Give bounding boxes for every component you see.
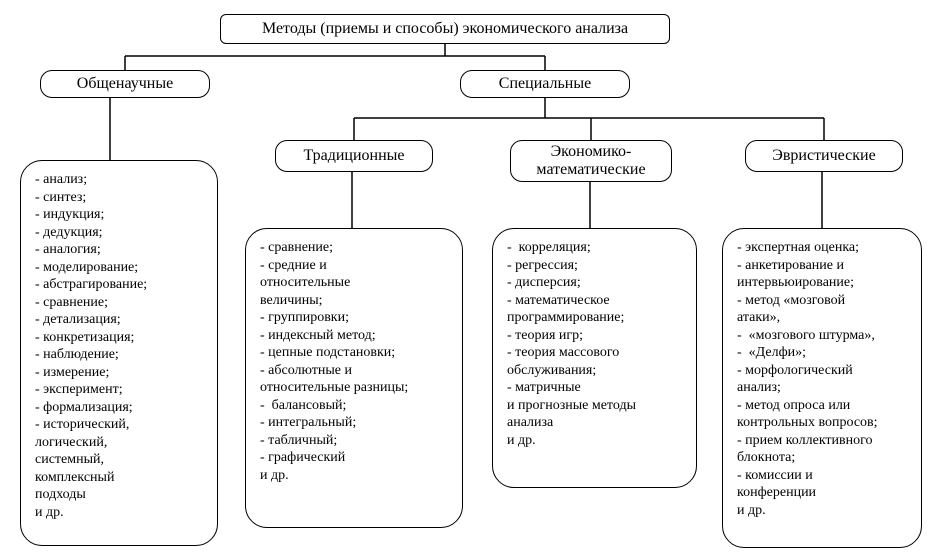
node-label: Эвристические [772,147,875,165]
node-label: Экономико- математические [536,143,645,180]
leaf-heur_items: - экспертная оценка; - анкетирование и и… [722,228,922,548]
node-general: Общенаучные [40,70,210,98]
leaf-trad_items: - сравнение; - средние и относительные в… [245,228,463,528]
leaf-math_items: - корреляция; - регрессия; - дисперсия; … [492,228,697,488]
node-special: Специальные [460,70,630,98]
node-label: Специальные [499,75,591,93]
root-node: Методы (приемы и способы) экономического… [220,14,670,44]
node-label: Общенаучные [77,75,173,93]
leaf-general_items: - анализ; - синтез; - индукция; - дедукц… [20,160,218,546]
diagram-canvas: Методы (приемы и способы) экономического… [0,0,929,559]
node-label: Традиционные [303,147,404,165]
node-heur: Эвристические [745,140,903,172]
root-label: Методы (приемы и способы) экономического… [262,20,628,38]
node-math: Экономико- математические [510,140,672,182]
node-trad: Традиционные [275,140,433,172]
